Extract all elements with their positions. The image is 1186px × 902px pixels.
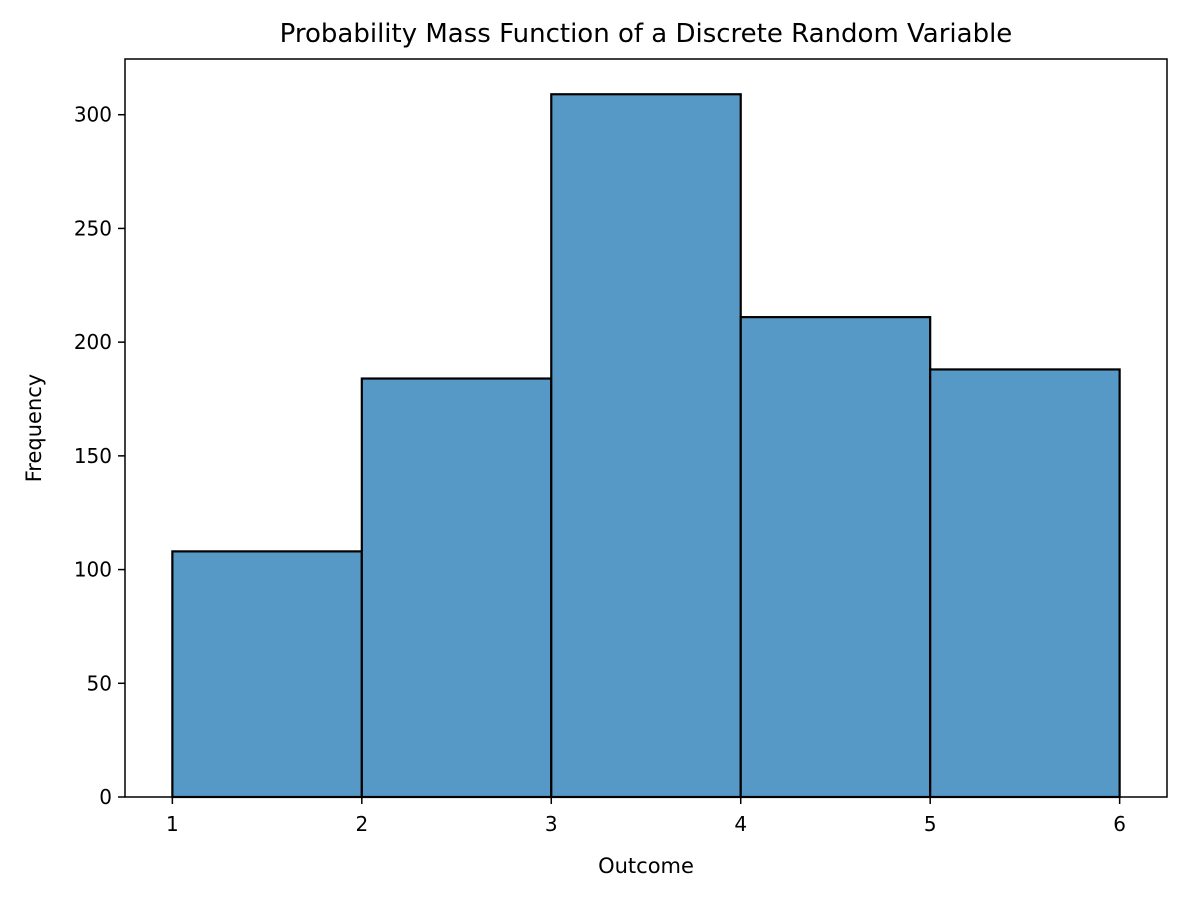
x-tick-label: 2 bbox=[355, 812, 368, 836]
y-tick-label: 50 bbox=[87, 671, 112, 695]
bars-layer bbox=[171, 93, 1121, 799]
y-tick-label: 250 bbox=[74, 216, 112, 240]
x-tick-label: 5 bbox=[924, 812, 937, 836]
plot-area-frame bbox=[124, 58, 1168, 798]
y-axis-ticks: 0 50 100 150 200 250 300 bbox=[74, 103, 125, 809]
chart-title: Probability Mass Function of a Discrete … bbox=[280, 19, 1013, 49]
histogram-bar-5 bbox=[929, 368, 1121, 799]
y-tick-label: 200 bbox=[74, 330, 112, 354]
y-axis-label: Frequency bbox=[22, 374, 46, 483]
y-tick-label: 150 bbox=[74, 444, 112, 468]
y-tick-label: 100 bbox=[74, 558, 112, 582]
x-axis-ticks: 1 2 3 4 5 6 bbox=[166, 797, 1126, 836]
histogram-bar-3 bbox=[550, 93, 742, 799]
x-tick-label: 6 bbox=[1113, 812, 1126, 836]
histogram-bar-1 bbox=[171, 550, 363, 799]
x-tick-label: 1 bbox=[166, 812, 179, 836]
histogram-bar-2 bbox=[360, 377, 553, 799]
x-axis-label: Outcome bbox=[598, 854, 694, 878]
y-tick-label: 300 bbox=[74, 103, 112, 127]
x-tick-label: 3 bbox=[545, 812, 558, 836]
histogram-bar-4 bbox=[739, 316, 932, 799]
x-tick-label: 4 bbox=[734, 812, 747, 836]
y-tick-label: 0 bbox=[99, 785, 112, 809]
